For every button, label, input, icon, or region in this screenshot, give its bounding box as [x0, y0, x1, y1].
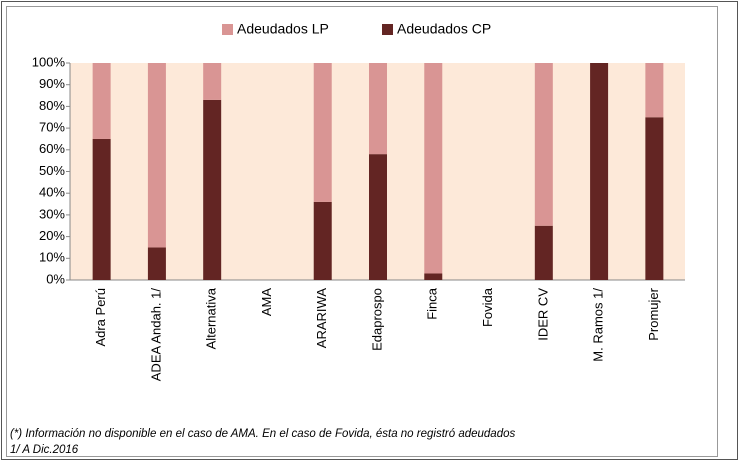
bar-segment: [534, 225, 553, 280]
bar-segment: [590, 63, 609, 280]
footnote: (*) Información no disponible en el caso…: [10, 428, 515, 440]
bar-segment: [147, 63, 166, 248]
legend-swatch: [382, 24, 393, 35]
x-tick-label: M. Ramos 1/: [591, 288, 606, 362]
x-tick-label: Finca: [425, 287, 440, 320]
bar-segment: [92, 63, 111, 139]
y-tick-label: 50%: [39, 163, 65, 178]
x-tick-label: Alternativa: [204, 287, 219, 349]
y-tick-label: 30%: [39, 206, 65, 221]
bar-segment: [369, 154, 387, 280]
bar-segment: [424, 273, 443, 280]
inner-frame: [6, 6, 718, 457]
bar-segment: [313, 63, 332, 202]
bar-segment: [203, 99, 222, 280]
y-tick-label: 90%: [39, 76, 65, 91]
legend-label: Adeudados CP: [397, 21, 491, 37]
bar-segment: [203, 63, 222, 100]
x-tick-label: ADEA Andah. 1/: [148, 288, 163, 382]
x-tick-label: Fovida: [480, 287, 495, 327]
footnote: 1/ A Dic.2016: [10, 444, 79, 456]
x-tick-label: Promujer: [646, 287, 661, 340]
y-tick-label: 80%: [39, 98, 65, 113]
x-tick-label: Edaprospo: [369, 288, 384, 351]
y-tick-label: 0%: [46, 271, 65, 286]
legend-label: Adeudados LP: [237, 21, 329, 37]
bar-segment: [645, 63, 664, 118]
y-tick-label: 40%: [39, 185, 65, 200]
y-tick-label: 100%: [32, 54, 66, 69]
y-tick-label: 60%: [39, 141, 65, 156]
bar-segment: [645, 117, 664, 280]
bar-segment: [424, 63, 443, 274]
x-tick-label: ARARIWA: [314, 288, 329, 349]
y-tick-label: 70%: [39, 120, 65, 135]
bar-segment: [147, 247, 166, 280]
x-tick-label: AMA: [259, 288, 274, 317]
bar-segment: [369, 63, 387, 155]
bar-segment: [92, 138, 111, 280]
x-tick-label: Adra Perú: [93, 288, 108, 347]
y-tick-label: 10%: [39, 250, 65, 265]
bar-segment: [534, 63, 553, 226]
y-tick-label: 20%: [39, 228, 65, 243]
bar-segment: [313, 201, 332, 280]
legend-swatch: [222, 24, 233, 35]
x-tick-label: IDER CV: [535, 288, 550, 341]
